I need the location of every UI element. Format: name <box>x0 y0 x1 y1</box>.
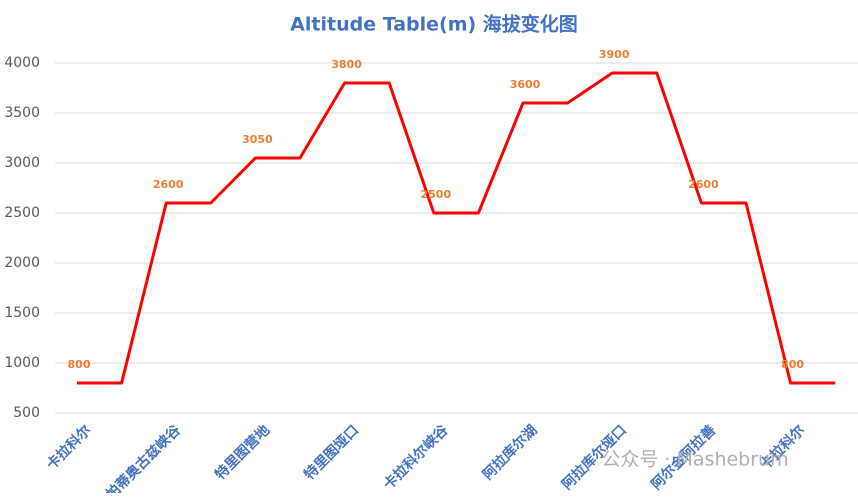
x-tick-label: 卡拉科尔 <box>43 422 95 474</box>
y-tick-label: 3000 <box>4 155 40 171</box>
y-tick-label: 2000 <box>4 255 40 271</box>
y-tick-label: 2500 <box>4 205 40 221</box>
x-tick-label: 特里图营地 <box>212 422 274 484</box>
data-label: 2600 <box>153 178 184 191</box>
y-tick-label: 1000 <box>4 355 40 371</box>
y-tick-label: 500 <box>13 405 40 421</box>
line <box>77 71 836 385</box>
data-label: 3600 <box>510 78 541 91</box>
data-label: 2600 <box>688 178 719 191</box>
data-label: 3900 <box>599 48 630 61</box>
data-label: 3050 <box>242 133 273 146</box>
y-tick-label: 1500 <box>4 305 40 321</box>
y-tick-label: 4000 <box>4 55 40 71</box>
data-label: 800 <box>68 358 91 371</box>
x-tick-label: 特里图垭口 <box>301 422 363 484</box>
data-label: 3800 <box>331 58 362 71</box>
x-tick-label: 帕蒂奥古兹峡谷 <box>103 421 185 493</box>
y-tick-label: 3500 <box>4 105 40 121</box>
x-tick-label: 阿拉库尔湖 <box>479 422 541 484</box>
chart-title: Altitude Table(m) 海拔变化图 <box>290 13 578 36</box>
x-tick-label: 卡拉科尔峡谷 <box>380 421 452 493</box>
watermark: 公众号 · Mashebrum <box>601 449 788 471</box>
data-label: 800 <box>781 358 804 371</box>
data-label: 2500 <box>420 188 451 201</box>
